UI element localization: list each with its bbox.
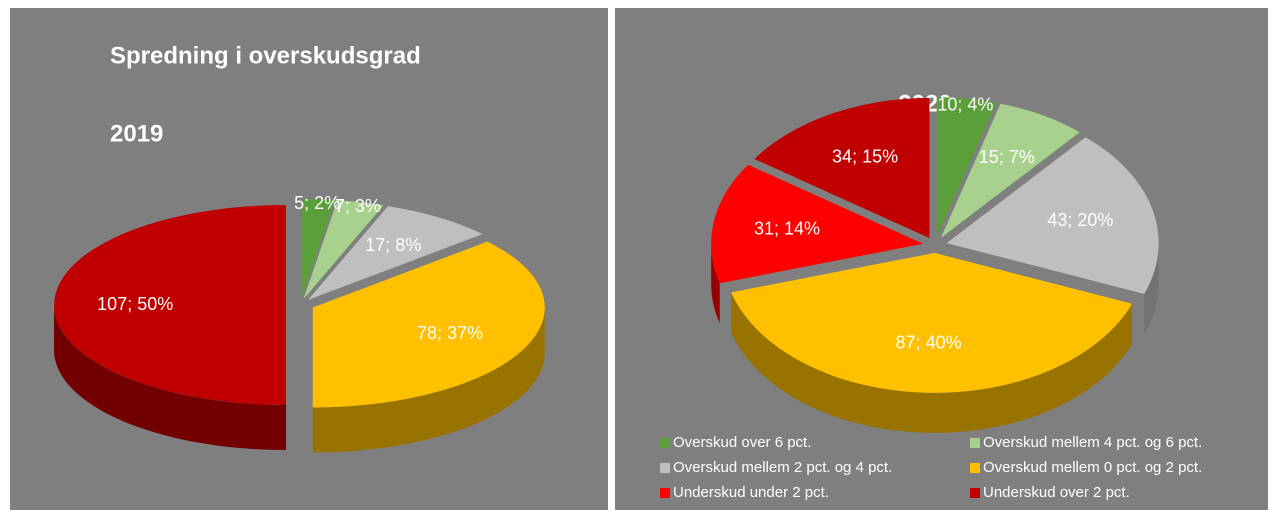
legend-swatch (970, 438, 980, 448)
legend-label: Overskud mellem 4 pct. og 6 pct. (983, 434, 1202, 451)
slice (303, 200, 384, 300)
legend-label: Underskud under 2 pct. (673, 484, 829, 501)
data-label: 10; 4% (937, 94, 993, 114)
legend-label: Overskud mellem 0 pct. og 2 pct. (983, 459, 1202, 476)
data-label: 5; 2% (294, 193, 340, 213)
slice (307, 206, 483, 301)
slice (936, 97, 997, 238)
chart-subtitle: 2019 (110, 120, 163, 147)
slice-side (54, 305, 286, 450)
data-label: 17; 8% (365, 235, 421, 255)
slice (731, 252, 1133, 393)
data-label: 34; 15% (832, 146, 898, 166)
data-label: 107; 50% (97, 294, 173, 314)
slice (54, 205, 287, 405)
slice (940, 103, 1080, 239)
data-label: 7; 3% (335, 196, 381, 216)
slice-side (731, 292, 1133, 433)
data-label: 87; 40% (896, 333, 962, 353)
chart-title: Spredning i overskudsgrad (110, 42, 421, 69)
slice (946, 137, 1159, 294)
legend-label: Overskud over 6 pct. (673, 434, 811, 451)
slice (312, 241, 545, 408)
slice (301, 198, 335, 299)
slice (711, 164, 924, 284)
legend-label: Underskud over 2 pct. (983, 484, 1130, 501)
data-label: 31; 14% (754, 218, 820, 238)
slice-side (711, 243, 720, 324)
slice-side (1144, 243, 1159, 334)
legend-swatch (660, 488, 670, 498)
data-label: 43; 20% (1047, 210, 1113, 230)
slice-side (312, 307, 545, 453)
legend-swatch (660, 463, 670, 473)
data-label: 15; 7% (979, 147, 1035, 167)
legend-swatch (970, 463, 980, 473)
slice (754, 97, 930, 238)
legend-label: Overskud mellem 2 pct. og 4 pct. (673, 459, 892, 476)
legend-swatch (970, 488, 980, 498)
data-label: 78; 37% (417, 323, 483, 343)
legend-swatch (660, 438, 670, 448)
